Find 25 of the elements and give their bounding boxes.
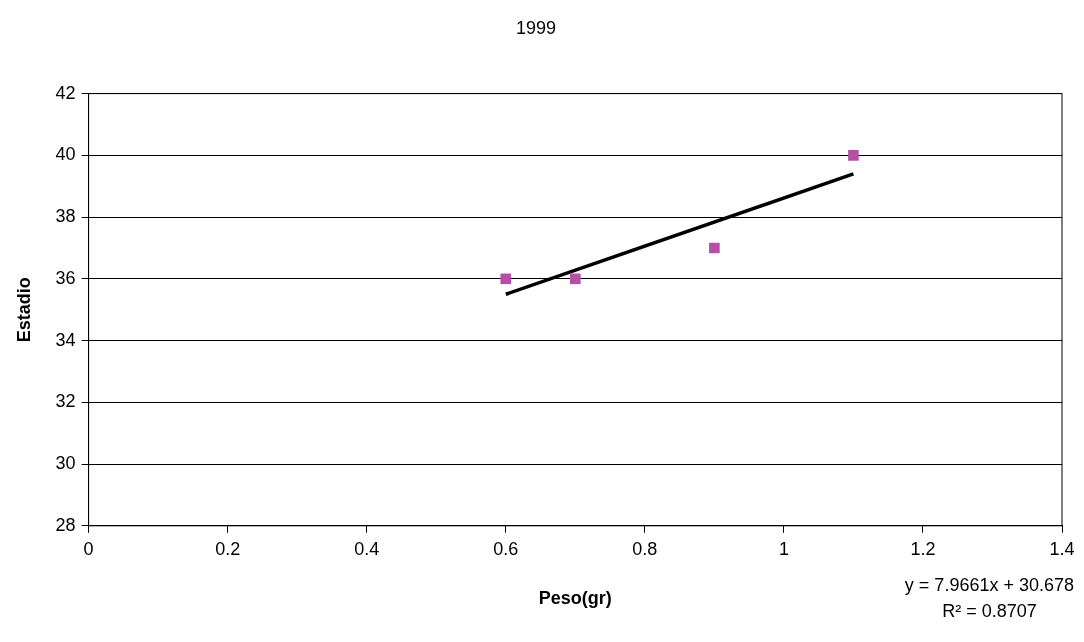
x-tick-label: 0	[83, 538, 94, 559]
x-axis-title: Peso(gr)	[538, 588, 612, 609]
x-tick-label: 0.4	[354, 538, 380, 559]
x-tick-label: 0.8	[632, 538, 658, 559]
y-tick-label: 40	[55, 144, 76, 165]
y-tick-label: 34	[55, 329, 76, 350]
x-tick-label: 1.4	[1049, 538, 1075, 559]
y-axis-title: Estadio	[13, 277, 34, 343]
text: R² = 0.8707	[941, 600, 1038, 623]
x-tick-label: 1	[778, 538, 789, 559]
point	[500, 273, 512, 285]
chart-title: 1999	[515, 17, 557, 38]
y-tick-label: 38	[55, 206, 76, 227]
x-tick-label: 0.6	[493, 538, 519, 559]
y-tick-label: 32	[55, 391, 76, 412]
point	[848, 150, 859, 161]
y-tick-label: 36	[55, 267, 76, 288]
x-tick-label: 1.2	[910, 538, 936, 559]
y-tick-label: 28	[55, 514, 76, 535]
y-tick-label: 42	[55, 82, 76, 103]
point	[570, 273, 581, 285]
text: y = 7.9661x + 30.678	[904, 574, 1074, 597]
x-tick-label: 0.2	[215, 538, 241, 559]
y-tick-label: 30	[55, 453, 76, 474]
point	[709, 242, 720, 254]
